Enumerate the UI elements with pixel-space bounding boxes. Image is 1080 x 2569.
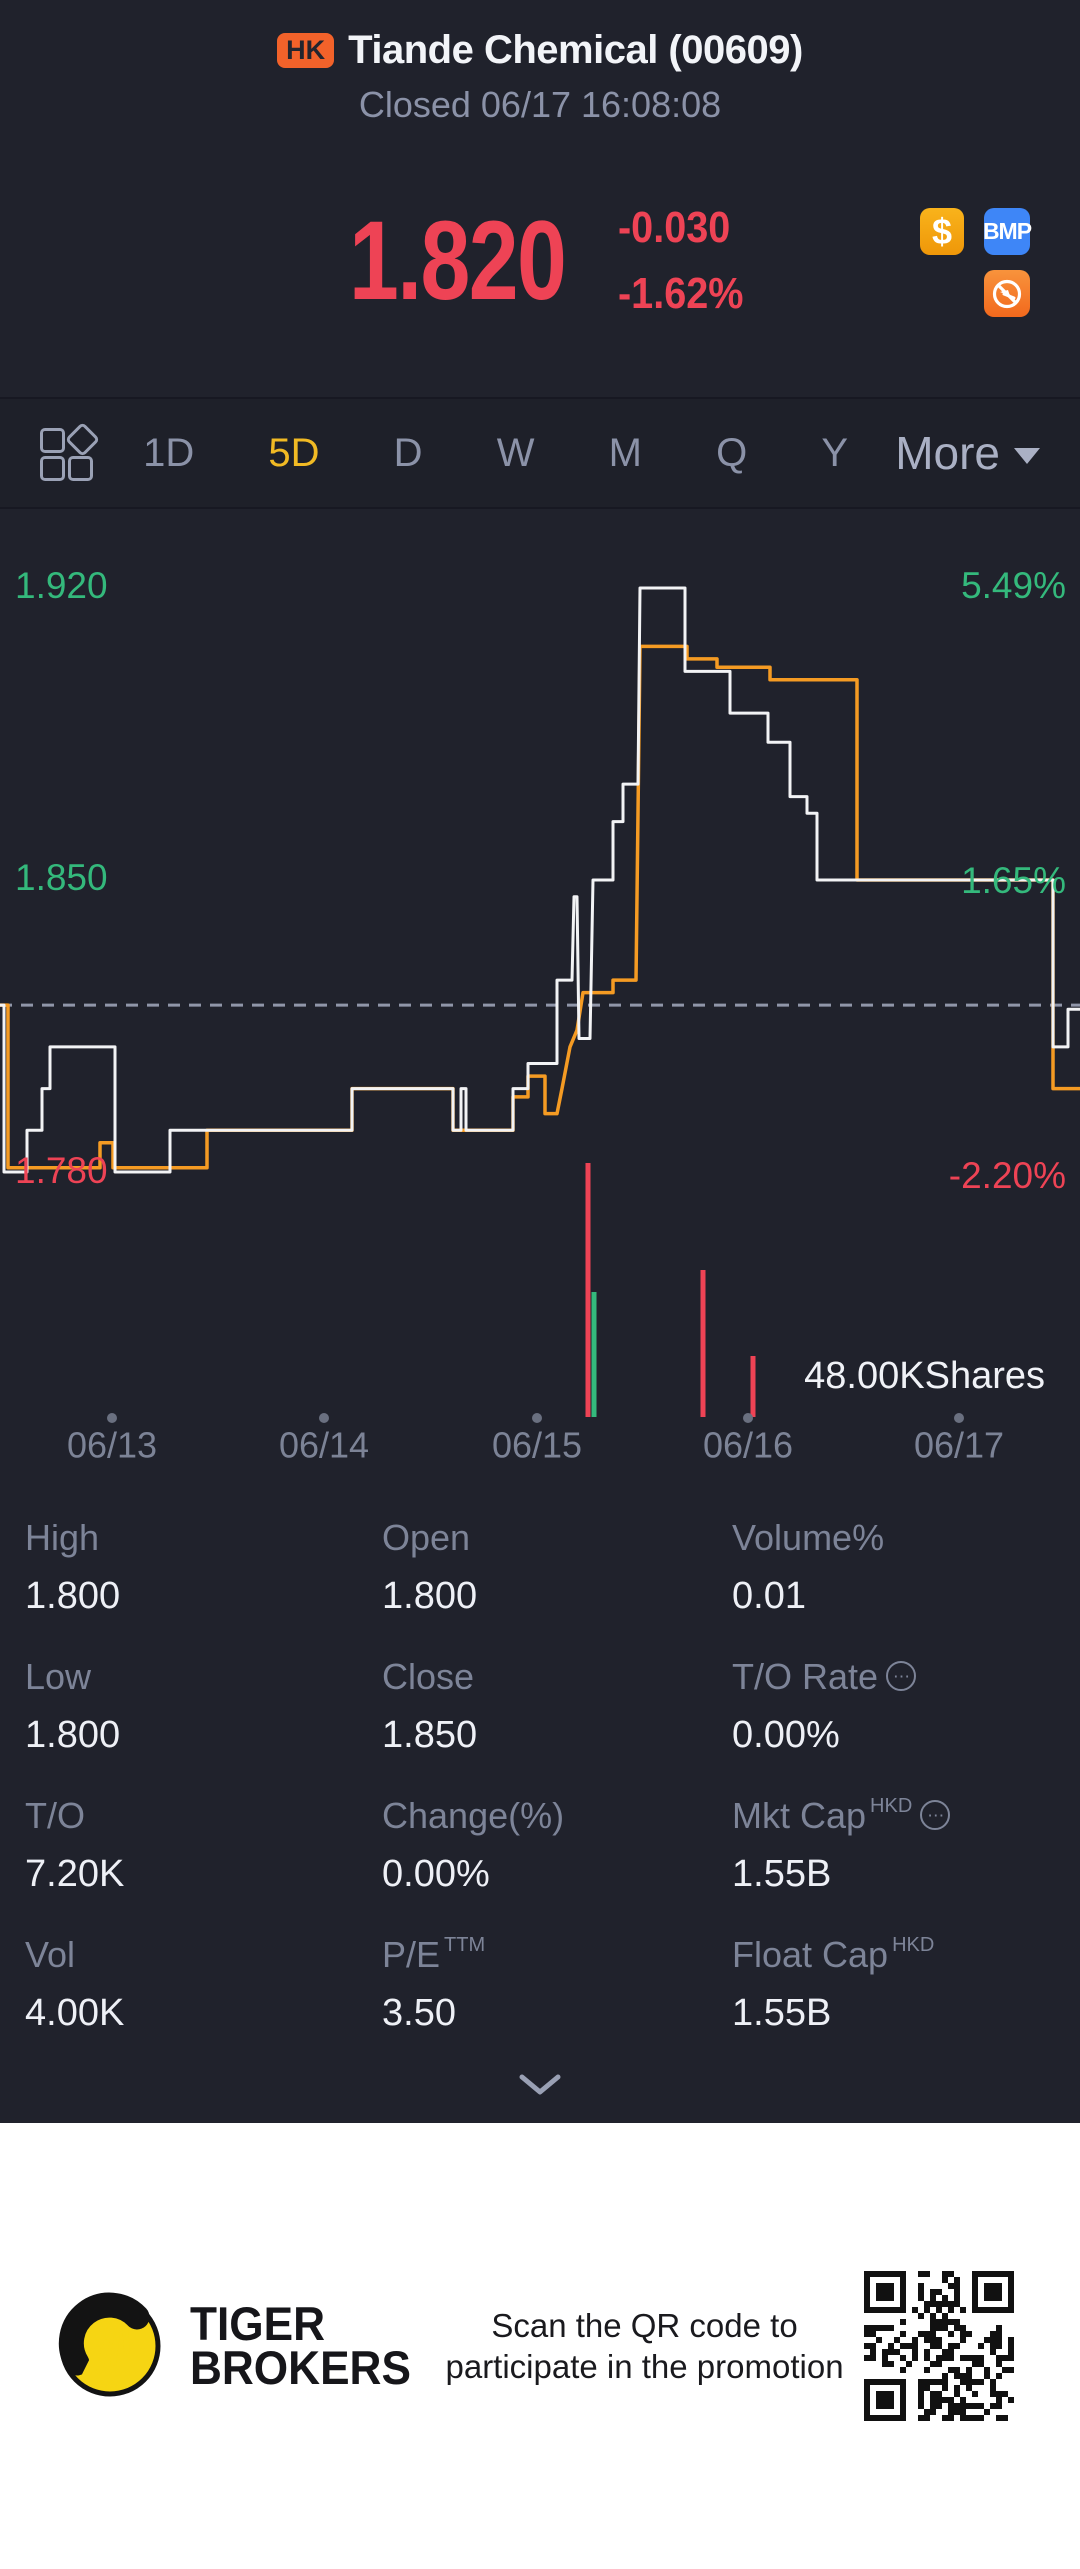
stat-float-cap: Float Cap HKD 1.55B xyxy=(732,1934,935,2034)
stat-p-e: P/E TTM 3.50 xyxy=(382,1934,486,2034)
volume-bar xyxy=(750,1356,756,1417)
info-icon[interactable]: ⋯ xyxy=(920,1800,951,1830)
stat-vol: Vol 4.00K xyxy=(25,1934,125,2034)
stats-grid: High 1.800 Open 1.800 Volume% 0.01 Low 1.800 Clo… xyxy=(0,1460,1080,2072)
brand-wordmark: TIGER BROKERS xyxy=(190,2297,411,2394)
stat-t-o: T/O 7.20K xyxy=(25,1795,125,1895)
collapse-row xyxy=(0,2072,1080,2123)
volume-label: 48.00KShares xyxy=(804,1355,1045,1397)
axis-dot xyxy=(107,1413,117,1423)
stat-change-: Change(%) 0.00% xyxy=(382,1795,565,1895)
date-label: 06/14 xyxy=(279,1425,369,1460)
stat-mkt-cap: Mkt Cap HKD ⋯ 1.55B xyxy=(732,1794,1080,1933)
no-short-sell-icon[interactable] xyxy=(984,270,1030,317)
market-status: Closed 06/17 16:08:08 xyxy=(358,84,722,125)
price-change: -0.030 xyxy=(618,202,731,252)
date-label: 06/17 xyxy=(914,1425,1004,1460)
tab-5d[interactable]: 5D xyxy=(268,430,320,475)
tab-m[interactable]: M xyxy=(608,430,642,475)
chart-layout-grid-icon[interactable] xyxy=(40,421,101,481)
info-icon[interactable]: ⋯ xyxy=(886,1661,917,1691)
date-label: 06/13 xyxy=(67,1425,157,1460)
stat-close: Close 1.850 xyxy=(382,1656,478,1756)
price-change-pct: -1.62% xyxy=(618,268,744,318)
price-axis-label: 1.780 xyxy=(15,1150,108,1191)
volume-bar xyxy=(700,1270,706,1417)
brand-logo: TIGER BROKERS xyxy=(56,2292,425,2400)
qr-code xyxy=(864,2271,1014,2421)
stat-high: High 1.800 xyxy=(25,1517,121,1617)
tab-w[interactable]: W xyxy=(496,430,535,475)
chevron-down-icon xyxy=(1014,448,1040,464)
stock-badges: $ BMP xyxy=(920,208,1032,317)
avg-line xyxy=(0,644,1080,1170)
last-price: 1.820 xyxy=(349,197,567,323)
page-title: Tiande Chemical (00609) xyxy=(348,27,803,72)
axis-dot xyxy=(954,1413,964,1423)
pct-axis-label: -2.20% xyxy=(949,1155,1066,1196)
more-periods-button[interactable]: More xyxy=(895,426,1040,480)
date-label: 06/15 xyxy=(492,1425,582,1460)
tiger-logo-icon xyxy=(58,2292,161,2397)
pct-axis-label: 5.49% xyxy=(961,565,1066,606)
stat-open: Open 1.800 xyxy=(382,1517,478,1617)
price-line xyxy=(0,586,1080,1174)
price-chart[interactable]: 06/13 06/14 06/15 06/16 06/17 1.920 1.850 1.780… xyxy=(0,540,1080,1460)
axis-dot xyxy=(532,1413,542,1423)
tab-q[interactable]: Q xyxy=(716,430,748,475)
pct-axis-label: 1.65% xyxy=(961,860,1066,901)
stat-low: Low 1.800 xyxy=(25,1656,121,1756)
volume-bar xyxy=(591,1292,597,1417)
stat-volume-: Volume% 0.01 xyxy=(732,1517,885,1617)
price-change-block: -0.030 -1.62% xyxy=(618,203,743,319)
usd-badge-icon[interactable]: $ xyxy=(920,208,964,255)
axis-dot xyxy=(319,1413,329,1423)
tab-d[interactable]: D xyxy=(393,430,423,475)
header: HK Tiande Chemical (00609) Closed 06/17 … xyxy=(0,0,1080,125)
promo-footer: TIGER BROKERS Scan the QR code to partici… xyxy=(0,2123,1080,2569)
more-label: More xyxy=(895,427,1000,479)
price-axis-label: 1.850 xyxy=(15,857,108,898)
quote-section: 1.820 -0.030 -1.62% $ BMP xyxy=(0,124,1080,397)
volume-bar xyxy=(585,1163,591,1417)
bmp-badge-icon[interactable]: BMP xyxy=(983,208,1032,255)
period-tabs: 1D 5D D W M Q Y xyxy=(106,431,885,476)
period-toolbar: 1D 5D D W M Q Y More xyxy=(0,397,1080,509)
stat-t-o-rate: T/O Rate ⋯ 0.00% xyxy=(732,1655,1080,1794)
date-label: 06/16 xyxy=(703,1425,793,1460)
tab-1d[interactable]: 1D xyxy=(143,430,195,475)
market-tag-hk: HK xyxy=(277,32,335,68)
price-axis-label: 1.920 xyxy=(15,565,108,606)
axis-dot xyxy=(743,1413,753,1423)
collapse-chevron-icon[interactable] xyxy=(516,2072,564,2098)
tab-y[interactable]: Y xyxy=(821,430,849,475)
promo-text: Scan the QR code to participate in the p… xyxy=(445,2307,844,2385)
